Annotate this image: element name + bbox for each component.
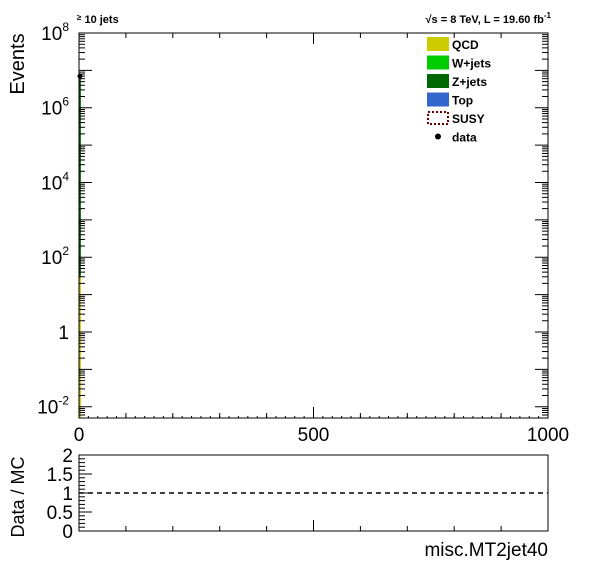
ratio-y-tick-label: 0.5	[47, 503, 73, 524]
legend-label: data	[452, 131, 477, 145]
legend-swatch-w-jets	[427, 55, 449, 70]
main-bars	[79, 76, 81, 418]
y-tick-label: 108	[41, 20, 69, 45]
ratio-frame	[78, 454, 549, 532]
energy-lumi-label: √s = 8 TeV, L = 19.60 fb-1	[426, 11, 552, 26]
legend-entry-z-jets: Z+jets	[427, 74, 487, 89]
ratio-y-tick-label: 2	[62, 446, 73, 467]
legend-swatch-z-jets	[427, 74, 449, 88]
x-tick-label: 500	[298, 425, 330, 446]
legend-label: SUSY	[452, 112, 485, 126]
x-tick-label: 0	[74, 425, 85, 446]
ratio-y-tick-label: 1.5	[47, 465, 73, 486]
y-tick-label: 102	[41, 244, 69, 269]
legend-entry-w-jets: W+jets	[427, 55, 491, 71]
sqrt-s: √s	[426, 14, 438, 26]
main-y-axis-label: Events	[7, 33, 29, 94]
jet-count: 10 jets	[84, 14, 118, 26]
legend-marker-data	[435, 133, 441, 140]
legend-label: QCD	[452, 38, 479, 52]
data-point	[77, 73, 83, 79]
legend: QCD W+jets Z+jets Top SUSY data	[427, 37, 491, 145]
bar-z-jets	[79, 76, 81, 277]
y-tick-label: 10-2	[37, 394, 69, 419]
bar-qcd	[79, 276, 81, 418]
legend-entry-top: Top	[427, 92, 473, 108]
ratio-y-tick-label: 1	[62, 484, 73, 505]
legend-entry-data: data	[435, 131, 477, 145]
y-tick-label: 106	[41, 95, 69, 120]
ratio-y-tick-label: 0	[62, 522, 73, 543]
legend-label: W+jets	[452, 57, 491, 71]
lumi-exponent: -1	[544, 11, 552, 20]
main-ticks: 0 500 1000 108 106 104 102 1 10-2	[37, 20, 569, 446]
main-frame	[78, 32, 549, 419]
jet-selection-label: ≥ 10 jets	[77, 13, 119, 26]
legend-entry-qcd: QCD	[427, 37, 479, 52]
geq-symbol: ≥	[77, 13, 82, 22]
legend-swatch-top	[427, 92, 449, 107]
ratio-x-axis-label: misc.MT2jet40	[424, 540, 548, 561]
ratio-y-axis-label: Data / MC	[8, 456, 28, 537]
ratio-ticks: 00.511.52	[47, 446, 549, 543]
main-plot: 0 500 1000 108 106 104 102 1 10-2 Events	[7, 20, 569, 446]
legend-label: Top	[452, 94, 473, 108]
y-tick-label: 1	[58, 323, 69, 344]
y-tick-label: 104	[41, 169, 69, 194]
legend-label: Z+jets	[452, 75, 487, 89]
data-points	[77, 73, 83, 79]
energy-lumi-text: = 8 TeV, L = 19.60 fb	[438, 14, 544, 26]
legend-entry-susy: SUSY	[427, 111, 485, 126]
x-tick-label: 1000	[527, 425, 569, 446]
legend-swatch-qcd	[427, 37, 449, 51]
legend-swatch-susy	[427, 111, 449, 125]
ratio-plot: 00.511.52 Data / MC misc.MT2jet40	[8, 446, 549, 561]
